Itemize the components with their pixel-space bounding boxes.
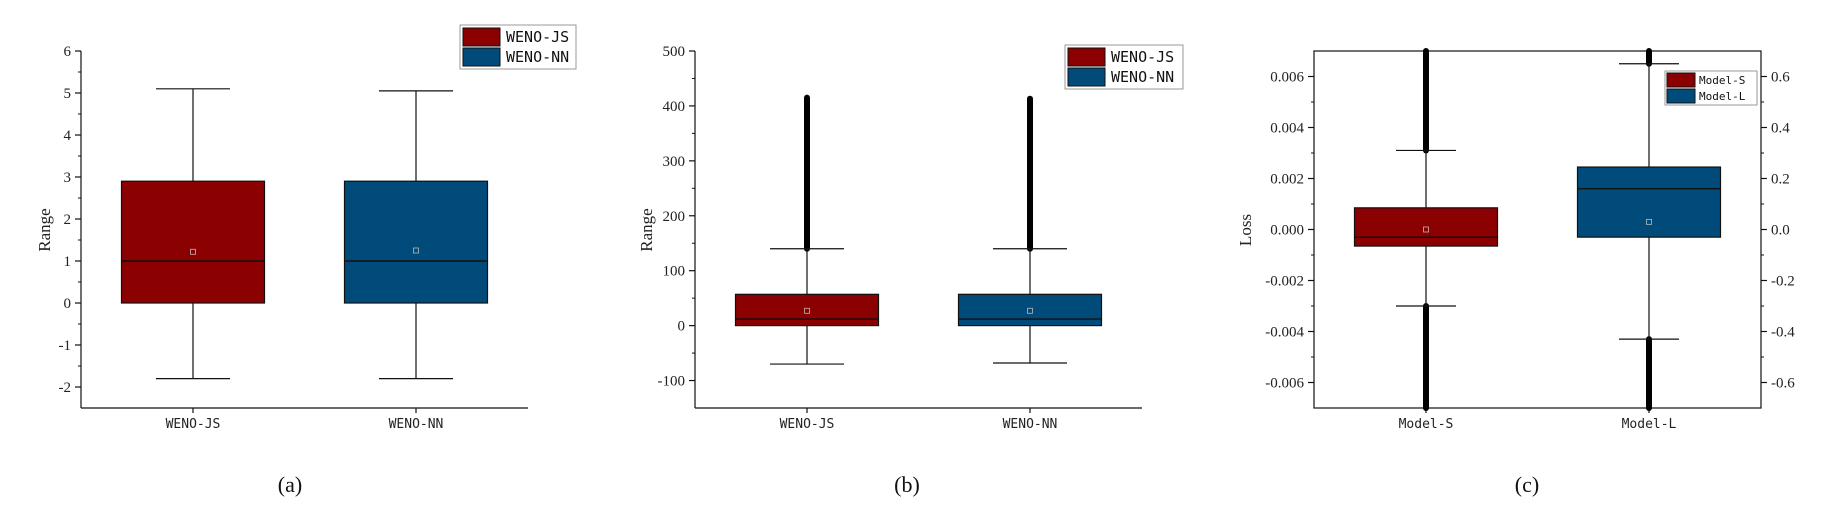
panel-b-ytick-label-3: 200 [663, 209, 686, 225]
panel-c-ytick-label-0: -0.006 [1265, 376, 1304, 392]
panel-c-legend-label-0: Model-S [1699, 74, 1745, 87]
panel-a-ytick-label-8: 6 [64, 44, 72, 60]
panel-b-ytick-label-0: -100 [658, 374, 686, 390]
panel-a-legend: WENO-JS WENO-NN [459, 24, 577, 70]
panel-a-ticks: -2 -1 0 1 2 3 4 5 6 [59, 44, 417, 413]
panel-b: -100 0 100 200 300 400 500 Range WENO-JS WENO-… [637, 44, 1184, 497]
panel-c-caption: (c) [1515, 472, 1539, 497]
panel-c-ytick-label-3: 0.000 [1270, 223, 1304, 239]
panel-c-series-0-mean [1423, 226, 1429, 233]
panel-a-ytick-label-5: 3 [64, 170, 72, 186]
panel-b-ytick-label-5: 400 [663, 99, 686, 115]
panel-c-ytick-label-1: -0.004 [1265, 325, 1304, 341]
panel-c-legend-swatch-1 [1666, 88, 1696, 104]
panel-c-ytick-label-6: 0.006 [1270, 70, 1304, 86]
panel-a-ytick-label-6: 4 [64, 128, 72, 144]
panel-b-series-1-mean [1027, 307, 1033, 314]
panel-a-series-0-box [120, 180, 266, 304]
panel-c-boxes [1353, 48, 1722, 411]
panel-a-ylabel: Range [35, 208, 54, 251]
panel-b-ytick-label-2: 100 [663, 264, 686, 280]
panel-c-y2tick-label-3: 0.0 [1771, 223, 1790, 239]
panel-b-ytick-label-6: 500 [663, 44, 686, 60]
panel-b-series-0-box [734, 293, 880, 327]
panel-a-legend-label-1: WENO-NN [506, 48, 569, 66]
panel-b-category-1: WENO-NN [1003, 417, 1058, 432]
panel-c-legend: Model-S Model-L [1664, 70, 1758, 106]
panel-a-legend-swatch-0 [462, 27, 501, 47]
panel-c-y2tick-label-4: 0.2 [1771, 172, 1790, 188]
panel-c-ylabel: Loss [1236, 214, 1255, 246]
panel-a-series-0-mean [190, 248, 196, 255]
panel-c-y2tick-label-5: 0.4 [1771, 121, 1790, 137]
panel-c-y2tick-label-0: -0.6 [1771, 376, 1795, 392]
panel-c-legend-label-1: Model-L [1699, 90, 1746, 103]
panel-c-series-1-mean [1646, 218, 1652, 225]
panel-b-ytick-label-1: 0 [678, 319, 686, 335]
panel-b-ytick-label-4: 300 [663, 154, 686, 170]
panel-a-ytick-label-7: 5 [64, 86, 72, 102]
panel-b-category-0: WENO-JS [780, 417, 835, 432]
panel-c-y2tick-label-2: -0.2 [1771, 274, 1795, 290]
panel-b-legend-swatch-1 [1067, 67, 1106, 87]
panel-a-series-1-mean [413, 247, 419, 254]
panel-b-caption: (b) [894, 472, 920, 497]
panel-a-ytick-label-4: 2 [64, 212, 72, 228]
panel-a-boxes [120, 88, 489, 380]
panel-c-y2tick-label-6: 0.6 [1771, 70, 1790, 86]
panel-a-category-1: WENO-NN [389, 417, 444, 432]
panel-c-ticks: -0.006 -0.004 -0.002 0.000 0.002 0.004 0.006 -0… [1265, 70, 1795, 413]
panel-c-y2tick-label-1: -0.4 [1771, 325, 1795, 341]
panel-c: -0.006 -0.004 -0.002 0.000 0.002 0.004 0.006 -0… [1236, 48, 1795, 497]
panel-a-ytick-label-0: -2 [59, 380, 72, 396]
panel-b-boxes [734, 94, 1103, 365]
panel-c-category-1: Model-L [1622, 417, 1677, 432]
panel-b-ylabel: Range [637, 208, 656, 251]
panel-a-ytick-label-1: -1 [59, 338, 72, 354]
panel-c-legend-swatch-0 [1666, 72, 1696, 88]
panel-a-ytick-label-2: 0 [64, 296, 72, 312]
panel-c-category-0: Model-S [1399, 417, 1454, 432]
panel-b-legend-swatch-0 [1067, 47, 1106, 67]
panel-b-series-1-box [957, 293, 1103, 327]
panel-b-series-0-mean [804, 307, 810, 314]
panel-b-legend-label-0: WENO-JS [1111, 48, 1174, 66]
panel-c-ytick-label-2: -0.002 [1265, 274, 1304, 290]
panel-b-legend-label-1: WENO-NN [1111, 68, 1174, 86]
panel-a-category-0: WENO-JS [166, 417, 221, 432]
panel-b-legend: WENO-JS WENO-NN [1064, 44, 1184, 90]
panel-a-legend-swatch-1 [462, 47, 501, 67]
panel-c-ytick-label-5: 0.004 [1270, 121, 1304, 137]
panel-a-caption: (a) [278, 472, 302, 497]
panel-a: -2 -1 0 1 2 3 4 5 6 Range WENO-JS WENO-NN WENO-J… [35, 24, 577, 497]
panel-a-legend-label-0: WENO-JS [506, 28, 569, 46]
panel-c-frame [1313, 50, 1762, 409]
panel-b-ticks: -100 0 100 200 300 400 500 [658, 44, 1031, 413]
panel-a-series-1-box [343, 180, 489, 304]
panel-c-ytick-label-4: 0.002 [1270, 172, 1304, 188]
panel-c-series-1-box [1576, 166, 1722, 238]
panel-a-ytick-label-3: 1 [64, 254, 72, 270]
